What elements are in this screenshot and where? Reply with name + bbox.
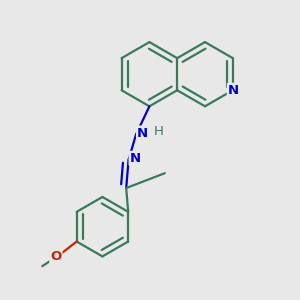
Text: N: N <box>228 84 239 97</box>
Text: O: O <box>50 250 62 263</box>
Text: N: N <box>130 152 141 165</box>
Text: N: N <box>137 127 148 140</box>
Text: H: H <box>153 125 163 138</box>
